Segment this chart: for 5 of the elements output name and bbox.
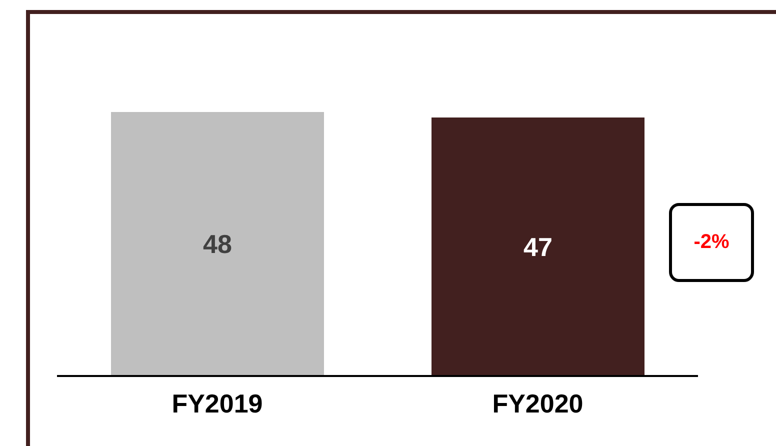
x-tick-label: FY2020	[492, 388, 584, 418]
annotation: -2%	[669, 203, 754, 282]
data-label: 48	[203, 229, 232, 259]
x-tick-label: FY2019	[172, 388, 263, 418]
data-label: 47	[524, 232, 552, 262]
